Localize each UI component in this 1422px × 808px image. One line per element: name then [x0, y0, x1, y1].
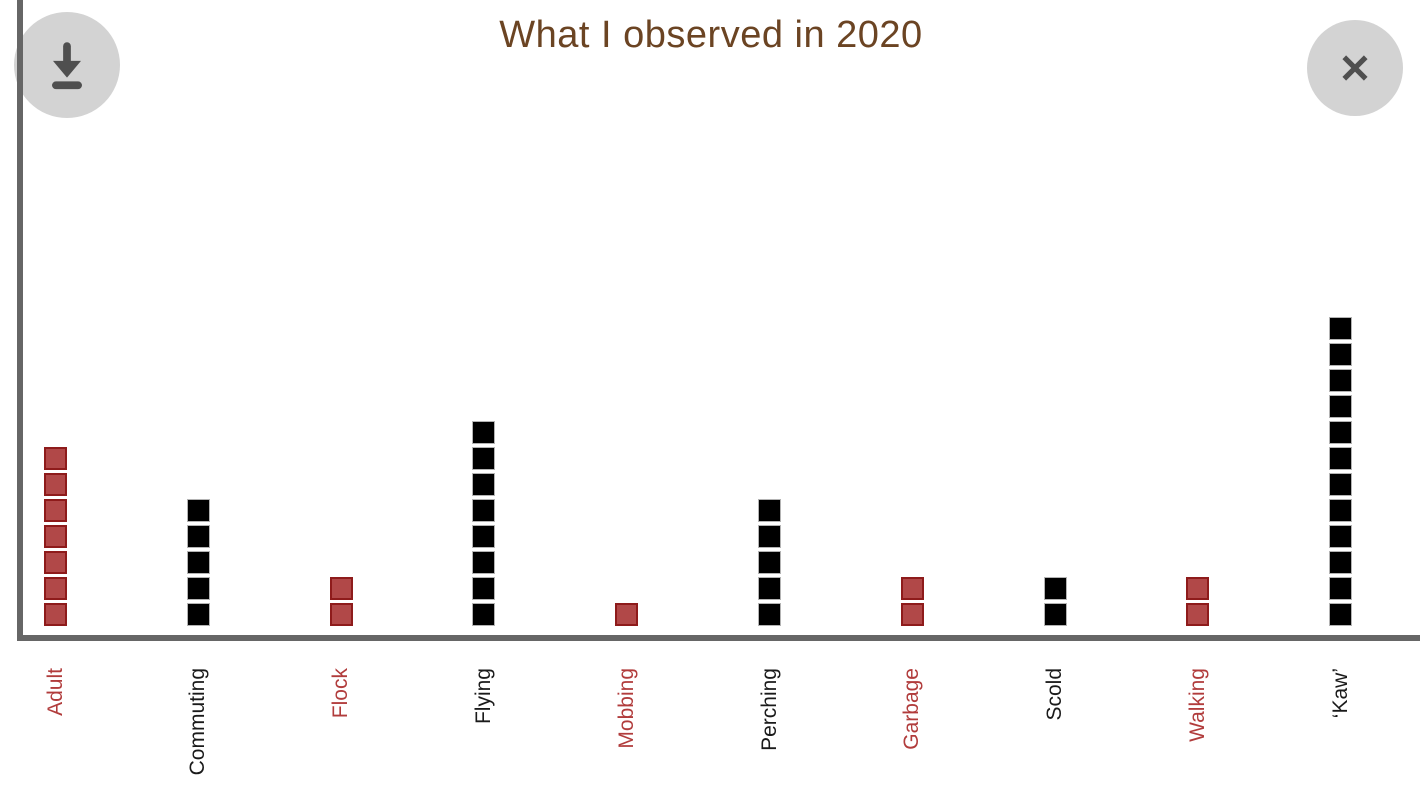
- unit-square-flying: [472, 603, 496, 626]
- unit-square-kaw: [1329, 369, 1353, 392]
- axis-label-walking: Walking: [1185, 668, 1209, 742]
- unit-square-perching: [758, 577, 781, 600]
- unit-square-kaw: [1329, 603, 1353, 626]
- axis-label-garbage: Garbage: [900, 668, 924, 750]
- unit-square-kaw: [1329, 317, 1353, 340]
- unit-square-scold: [1043, 603, 1067, 626]
- axis-label-flying: Flying: [471, 668, 495, 725]
- bar-garbage: [900, 577, 924, 626]
- unit-square-commuting: [186, 525, 210, 548]
- axis-label-kaw: ‘Kaw’: [1328, 668, 1352, 719]
- unit-square-perching: [758, 551, 781, 574]
- bar-scold: [1043, 577, 1067, 626]
- unit-square-flying: [472, 577, 496, 600]
- unit-square-kaw: [1329, 551, 1353, 574]
- unit-square-flock: [329, 603, 353, 626]
- bar-walking: [1186, 577, 1210, 626]
- chart-title: What I observed in 2020: [499, 14, 923, 56]
- download-button[interactable]: [14, 12, 120, 118]
- unit-square-kaw: [1329, 447, 1353, 470]
- bar-kaw: [1329, 317, 1353, 626]
- close-button[interactable]: [1307, 20, 1403, 116]
- axis-label-commuting: Commuting: [186, 668, 210, 776]
- x-axis-line: [17, 635, 1420, 641]
- axis-label-perching: Perching: [757, 668, 781, 751]
- unit-square-flock: [329, 577, 353, 600]
- unit-square-adult: [44, 603, 67, 626]
- unit-square-garbage: [900, 603, 924, 626]
- download-icon: [38, 36, 96, 94]
- close-icon: [1332, 45, 1378, 91]
- unit-square-flying: [472, 499, 496, 522]
- unit-square-perching: [758, 603, 781, 626]
- bar-perching: [758, 499, 781, 626]
- unit-square-commuting: [186, 577, 210, 600]
- unit-square-perching: [758, 525, 781, 548]
- unit-square-kaw: [1329, 343, 1353, 366]
- unit-square-commuting: [186, 499, 210, 522]
- unit-square-adult: [44, 473, 67, 496]
- unit-square-kaw: [1329, 525, 1353, 548]
- unit-square-scold: [1043, 577, 1067, 600]
- axis-label-flock: Flock: [329, 668, 353, 719]
- unit-square-flying: [472, 447, 496, 470]
- unit-square-flying: [472, 421, 496, 444]
- unit-square-adult: [44, 525, 67, 548]
- unit-square-adult: [44, 577, 67, 600]
- y-axis-line: [17, 0, 23, 641]
- bar-commuting: [186, 499, 210, 626]
- bar-mobbing: [615, 603, 639, 626]
- unit-square-flying: [472, 473, 496, 496]
- unit-square-flying: [472, 525, 496, 548]
- unit-square-adult: [44, 551, 67, 574]
- unit-square-commuting: [186, 551, 210, 574]
- unit-square-commuting: [186, 603, 210, 626]
- unit-square-adult: [44, 447, 67, 470]
- unit-square-walking: [1186, 577, 1210, 600]
- unit-square-mobbing: [615, 603, 639, 626]
- unit-square-kaw: [1329, 395, 1353, 418]
- axis-label-mobbing: Mobbing: [614, 668, 638, 749]
- unit-square-kaw: [1329, 577, 1353, 600]
- axis-label-adult: Adult: [43, 668, 67, 716]
- unit-square-flying: [472, 551, 496, 574]
- unit-square-perching: [758, 499, 781, 522]
- bar-flying: [472, 421, 496, 626]
- unit-square-kaw: [1329, 473, 1353, 496]
- unit-square-walking: [1186, 603, 1210, 626]
- unit-square-kaw: [1329, 499, 1353, 522]
- axis-label-scold: Scold: [1043, 668, 1067, 721]
- bar-flock: [329, 577, 353, 626]
- unit-square-kaw: [1329, 421, 1353, 444]
- bar-adult: [44, 447, 67, 626]
- unit-square-garbage: [900, 577, 924, 600]
- unit-square-adult: [44, 499, 67, 522]
